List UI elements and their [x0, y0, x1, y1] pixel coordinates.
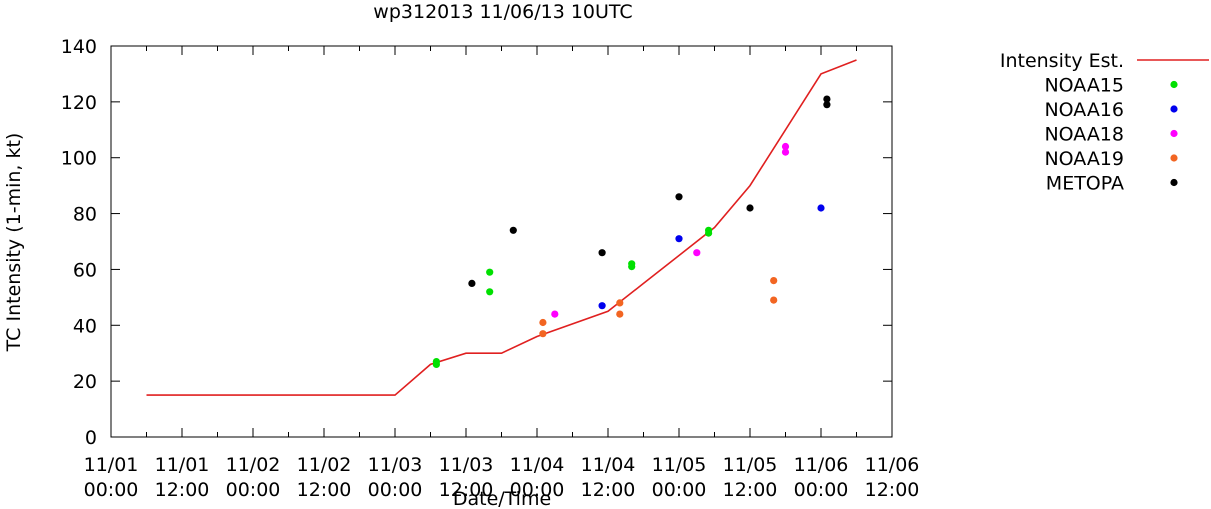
x-tick-time-label: 12:00 [865, 479, 920, 501]
chart-title: wp312013 11/06/13 10UTC [373, 1, 632, 23]
metopa-point [468, 279, 476, 287]
plot-frame [110, 45, 893, 438]
noaa19-point [770, 296, 778, 304]
y-tick-label: 40 [73, 315, 97, 337]
legend-point-swatch [1170, 80, 1178, 89]
x-tick-date-label: 11/03 [368, 454, 423, 476]
noaa19-point [539, 318, 547, 327]
series-noaa15 [432, 226, 713, 368]
metopa-point [598, 249, 606, 257]
x-tick-date-label: 11/02 [297, 454, 352, 476]
legend-point-swatch [1170, 154, 1178, 162]
noaa19-point [770, 277, 778, 285]
x-tick-time-label: 12:00 [723, 479, 778, 501]
series-metopa [468, 95, 831, 287]
x-axis: 11/01 00:00 11/01 12:00 11/02 00:00 11/02 12:00… [84, 46, 920, 501]
x-tick-date-label: 11/06 [865, 454, 920, 476]
x-axis-label: Date/Time [453, 488, 551, 509]
legend-label: METOPA [1046, 173, 1124, 195]
metopa-point [675, 193, 683, 201]
noaa19-point [616, 299, 624, 307]
y-axis-label: TC Intensity (1-min, kt) [3, 133, 25, 353]
intensity-est-line [146, 59, 857, 396]
legend-label: NOAA19 [1044, 148, 1124, 170]
y-tick-label: 120 [61, 92, 97, 114]
x-tick-time-label: 00:00 [368, 479, 423, 501]
noaa15-point [432, 358, 440, 366]
x-tick-time-label: 12:00 [155, 479, 210, 501]
noaa18-point [551, 310, 559, 318]
y-tick-label: 140 [61, 36, 97, 58]
x-tick-time-label: 00:00 [652, 479, 707, 501]
x-tick-time-label: 00:00 [84, 479, 139, 501]
x-tick-date-label: 11/06 [794, 454, 849, 476]
noaa19-point [539, 330, 547, 338]
legend-label: Intensity Est. [1000, 50, 1124, 72]
x-tick-time-label: 00:00 [794, 479, 849, 501]
x-tick-date-label: 11/05 [652, 454, 707, 476]
x-tick-time-label: 00:00 [226, 479, 281, 501]
series-noaa18 [551, 142, 790, 318]
y-tick-label: 60 [73, 259, 97, 281]
x-tick-time-label: 12:00 [439, 479, 494, 501]
metopa-point [746, 204, 754, 212]
noaa15-point [705, 226, 713, 234]
x-tick-time-label: 00:00 [510, 479, 565, 501]
metopa-point [823, 101, 831, 109]
metopa-point [823, 95, 831, 103]
noaa15-point [486, 268, 494, 276]
y-axis: 0 20 40 60 80 100 120 140 [61, 36, 892, 449]
x-tick-date-label: 11/05 [723, 454, 778, 476]
legend-point-swatch [1170, 105, 1178, 113]
y-tick-label: 20 [73, 371, 97, 393]
x-tick-date-label: 11/04 [510, 454, 565, 476]
observation-points-layer [432, 95, 831, 368]
legend-label: NOAA16 [1044, 99, 1124, 121]
y-tick-label: 80 [73, 204, 97, 226]
legend-label: NOAA15 [1044, 75, 1124, 97]
noaa15-point [628, 260, 636, 268]
noaa16-point [598, 302, 606, 310]
legend-point-swatch [1170, 129, 1178, 138]
noaa18-point [781, 148, 790, 156]
series-noaa19 [539, 277, 778, 338]
series-noaa16 [598, 204, 825, 310]
noaa18-point [781, 142, 790, 151]
x-tick-date-label: 11/03 [439, 454, 494, 476]
noaa18-point [693, 249, 701, 257]
y-tick-label: 0 [85, 427, 97, 449]
x-tick-time-label: 12:00 [581, 479, 636, 501]
metopa-point [509, 226, 517, 234]
legend-label: NOAA18 [1044, 124, 1124, 146]
noaa19-point [616, 310, 624, 318]
noaa16-point [675, 235, 683, 243]
x-tick-time-label: 12:00 [297, 479, 352, 501]
x-tick-date-label: 11/04 [581, 454, 636, 476]
y-tick-label: 100 [61, 148, 97, 170]
legend-point-swatch [1170, 178, 1178, 187]
x-tick-date-label: 11/02 [226, 454, 281, 476]
x-tick-date-label: 11/01 [155, 454, 210, 476]
noaa15-point [486, 288, 494, 296]
x-tick-date-label: 11/01 [84, 454, 139, 476]
noaa16-point [817, 204, 825, 212]
intensity-line-layer [146, 59, 857, 396]
